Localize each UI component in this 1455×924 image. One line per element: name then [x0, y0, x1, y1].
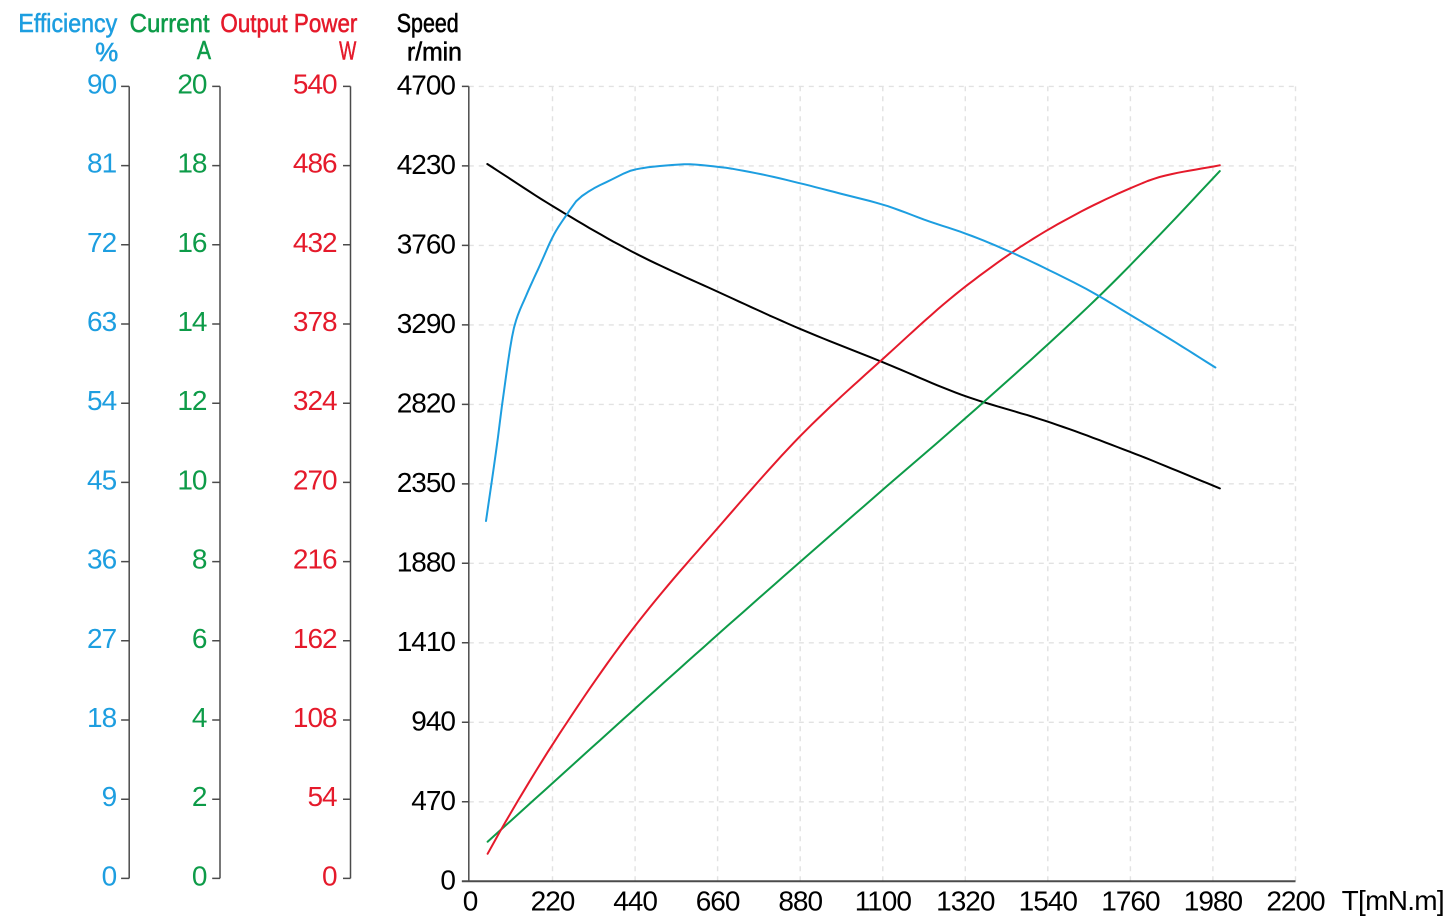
- svg-text:162: 162: [293, 623, 337, 654]
- svg-text:4700: 4700: [397, 70, 456, 101]
- svg-text:4: 4: [192, 702, 207, 733]
- svg-text:2820: 2820: [397, 388, 456, 419]
- svg-text:54: 54: [307, 781, 337, 812]
- svg-text:8: 8: [192, 544, 207, 575]
- svg-text:54: 54: [87, 385, 117, 416]
- svg-text:10: 10: [177, 464, 207, 495]
- svg-text:Output Power: Output Power: [220, 9, 357, 38]
- svg-text:20: 20: [177, 68, 207, 99]
- svg-text:63: 63: [87, 306, 117, 337]
- svg-text:6: 6: [192, 623, 207, 654]
- svg-text:1540: 1540: [1019, 886, 1078, 917]
- svg-text:1320: 1320: [936, 886, 995, 917]
- svg-text:18: 18: [87, 702, 117, 733]
- svg-text:1980: 1980: [1184, 886, 1243, 917]
- svg-text:81: 81: [87, 148, 117, 179]
- svg-text:T[mN.m]: T[mN.m]: [1342, 885, 1444, 916]
- svg-text:3290: 3290: [397, 308, 456, 339]
- svg-text:1760: 1760: [1101, 886, 1160, 917]
- svg-text:W: W: [339, 37, 357, 66]
- svg-text:2: 2: [192, 781, 207, 812]
- svg-text:470: 470: [411, 785, 455, 816]
- svg-text:660: 660: [696, 886, 740, 917]
- svg-text:270: 270: [293, 464, 337, 495]
- svg-text:378: 378: [293, 306, 337, 337]
- svg-text:1410: 1410: [397, 626, 456, 657]
- svg-text:90: 90: [87, 68, 117, 99]
- svg-text:486: 486: [293, 148, 337, 179]
- svg-text:2200: 2200: [1266, 886, 1325, 917]
- svg-text:36: 36: [87, 544, 117, 575]
- svg-text:Current: Current: [130, 9, 210, 38]
- svg-text:12: 12: [177, 385, 207, 416]
- svg-text:16: 16: [177, 227, 207, 258]
- svg-text:1100: 1100: [855, 886, 912, 917]
- svg-text:4230: 4230: [397, 149, 456, 180]
- svg-text:14: 14: [177, 306, 207, 337]
- svg-text:432: 432: [293, 227, 337, 258]
- svg-text:A: A: [197, 37, 211, 66]
- svg-text:%: %: [95, 37, 118, 67]
- svg-text:108: 108: [293, 702, 337, 733]
- svg-text:3760: 3760: [397, 229, 456, 260]
- svg-text:0: 0: [463, 886, 478, 917]
- svg-text:440: 440: [613, 886, 657, 917]
- svg-text:Speed: Speed: [397, 9, 459, 38]
- svg-text:0: 0: [102, 860, 117, 891]
- svg-text:Efficiency: Efficiency: [18, 10, 117, 38]
- svg-text:72: 72: [87, 227, 117, 258]
- svg-text:0: 0: [192, 860, 207, 891]
- svg-text:r/min: r/min: [407, 38, 462, 67]
- svg-text:45: 45: [87, 464, 117, 495]
- svg-text:27: 27: [87, 623, 117, 654]
- svg-text:220: 220: [531, 886, 575, 917]
- svg-text:9: 9: [102, 781, 117, 812]
- svg-text:940: 940: [411, 705, 455, 736]
- svg-text:0: 0: [440, 864, 455, 895]
- svg-text:324: 324: [293, 385, 337, 416]
- svg-text:18: 18: [177, 148, 207, 179]
- svg-text:540: 540: [293, 68, 337, 99]
- svg-text:216: 216: [293, 544, 337, 575]
- svg-text:0: 0: [322, 860, 337, 891]
- svg-text:880: 880: [778, 886, 822, 917]
- svg-text:2350: 2350: [397, 467, 456, 498]
- svg-text:1880: 1880: [397, 546, 456, 577]
